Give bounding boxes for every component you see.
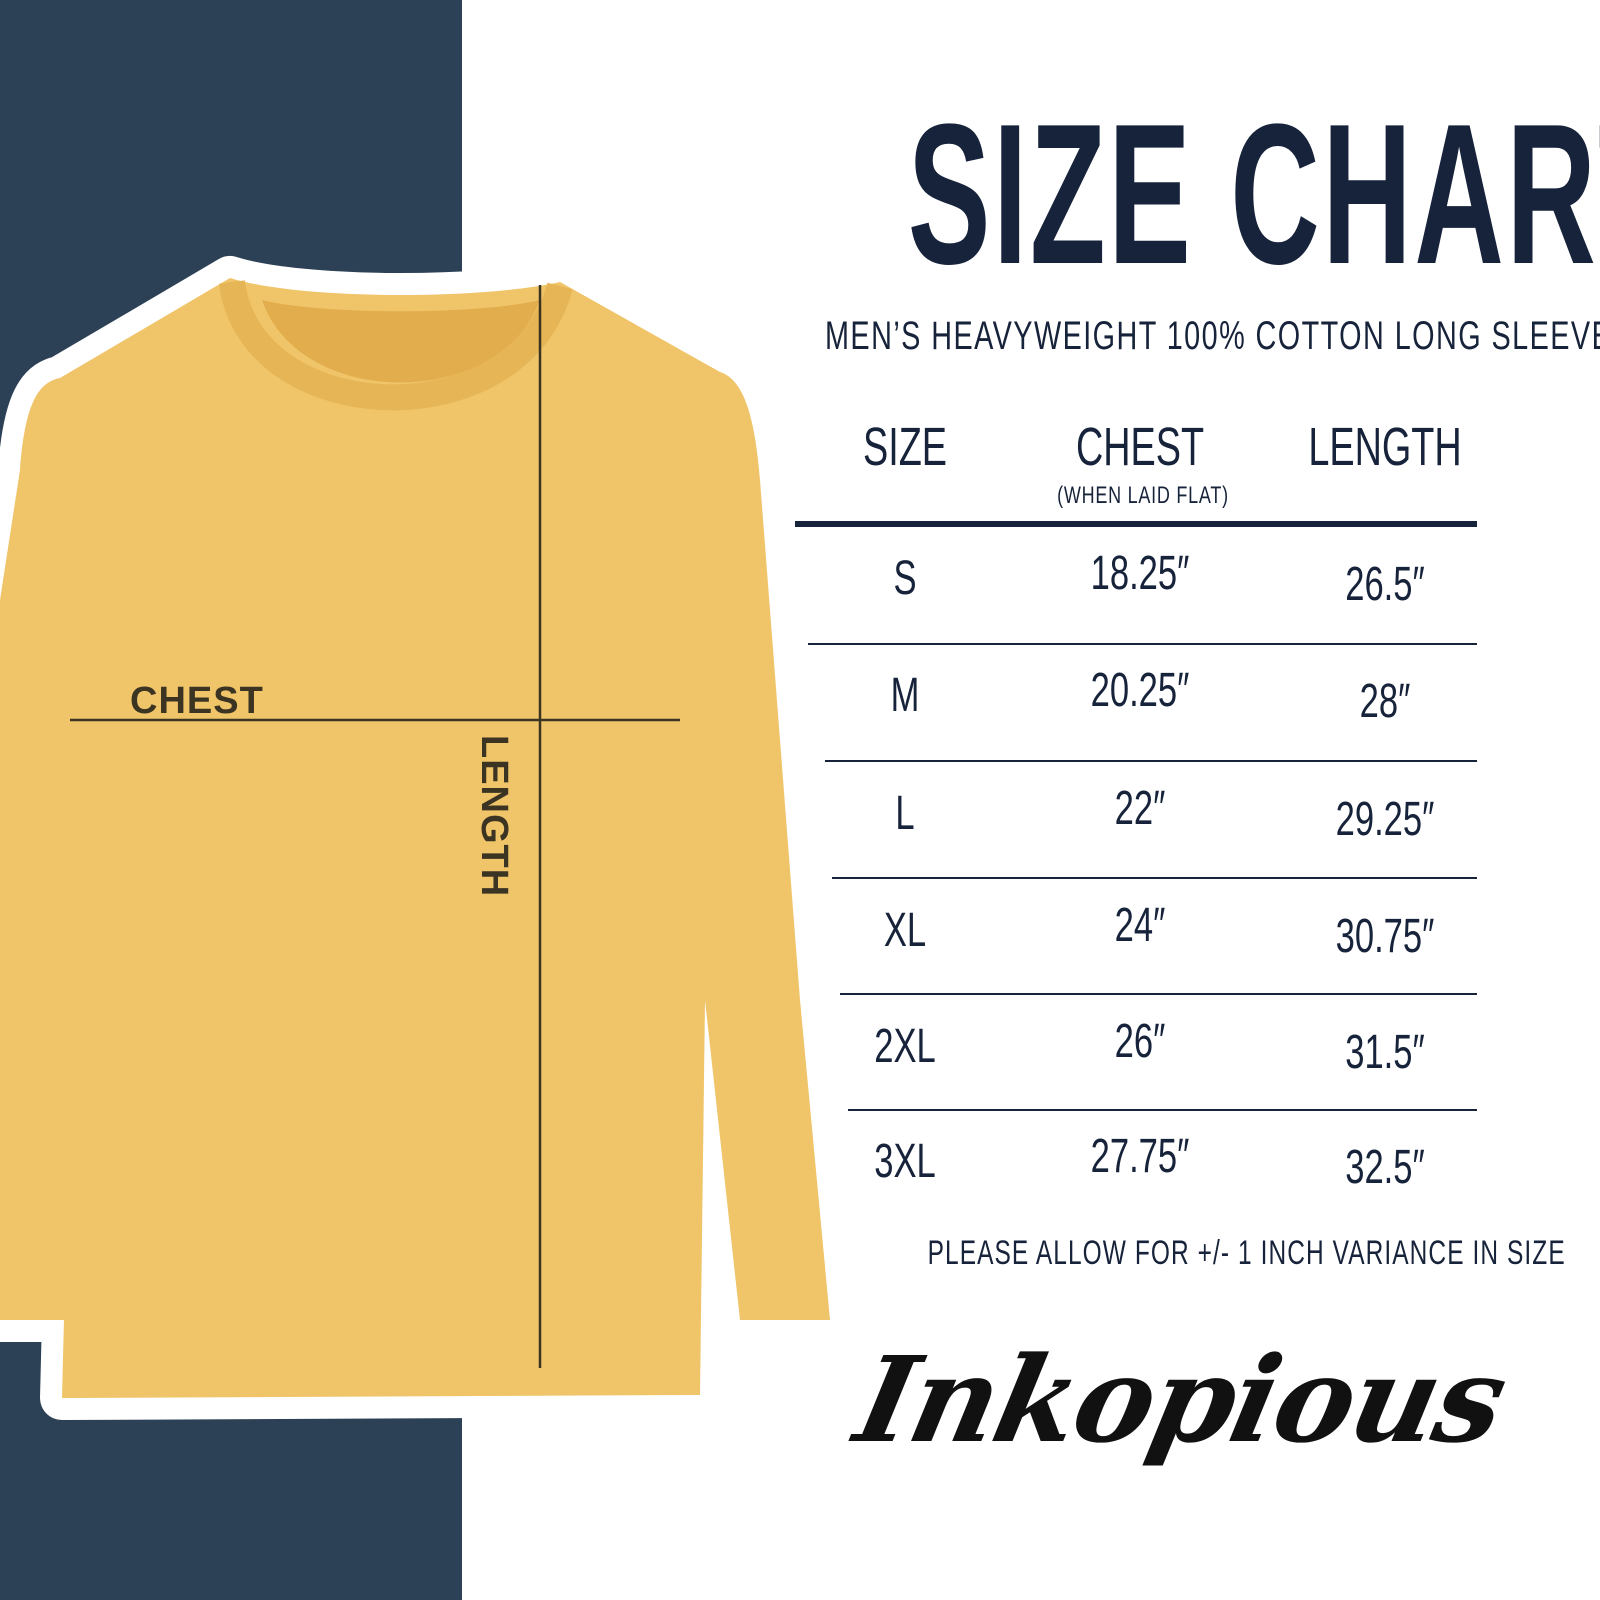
shirt-neck-inside: [262, 300, 540, 383]
header-length: LENGTH: [1308, 417, 1462, 477]
cell-length: 32.5″: [1345, 1141, 1425, 1194]
row-divider: [825, 760, 1477, 762]
cell-chest: 27.75″: [1090, 1130, 1190, 1183]
row-divider: [848, 1109, 1477, 1111]
cell-chest: 24″: [1114, 899, 1166, 952]
cell-chest: 26″: [1114, 1015, 1166, 1068]
subtitle: MEN’S HEAVYWEIGHT 100% COTTON LONG SLEEV…: [825, 314, 1600, 358]
cell-length: 30.75″: [1335, 910, 1435, 963]
cell-size: S: [893, 552, 917, 605]
header-size: SIZE: [862, 417, 948, 477]
header-chest-note: (WHEN LAID FLAT): [1057, 482, 1229, 509]
cell-size: XL: [883, 904, 927, 957]
cell-size: 2XL: [874, 1020, 936, 1073]
cell-length: 29.25″: [1335, 793, 1435, 846]
shirt-illustration: [0, 278, 830, 1398]
row-divider: [832, 877, 1477, 879]
cell-size: 3XL: [874, 1135, 936, 1188]
chest-label: CHEST: [130, 680, 264, 722]
brand-logo: Inkopious: [845, 1330, 1517, 1469]
header-divider: [795, 521, 1477, 527]
header-chest: CHEST: [1075, 417, 1205, 477]
row-divider: [840, 993, 1477, 995]
cell-size: L: [895, 787, 915, 840]
cell-chest: 18.25″: [1090, 547, 1190, 600]
shirt-collar: [219, 279, 573, 411]
variance-note: PLEASE ALLOW FOR +/- 1 INCH VARIANCE IN …: [927, 1234, 1566, 1272]
page-title: SIZE CHART: [907, 83, 1600, 306]
length-label: LENGTH: [473, 735, 515, 898]
cell-length: 31.5″: [1345, 1026, 1425, 1079]
cell-size: M: [890, 669, 920, 722]
cell-length: 28″: [1359, 675, 1411, 728]
row-divider: [808, 643, 1477, 645]
cell-length: 26.5″: [1345, 558, 1425, 611]
cell-chest: 22″: [1114, 782, 1166, 835]
shirt-body: [0, 278, 830, 1398]
cell-chest: 20.25″: [1090, 664, 1190, 717]
